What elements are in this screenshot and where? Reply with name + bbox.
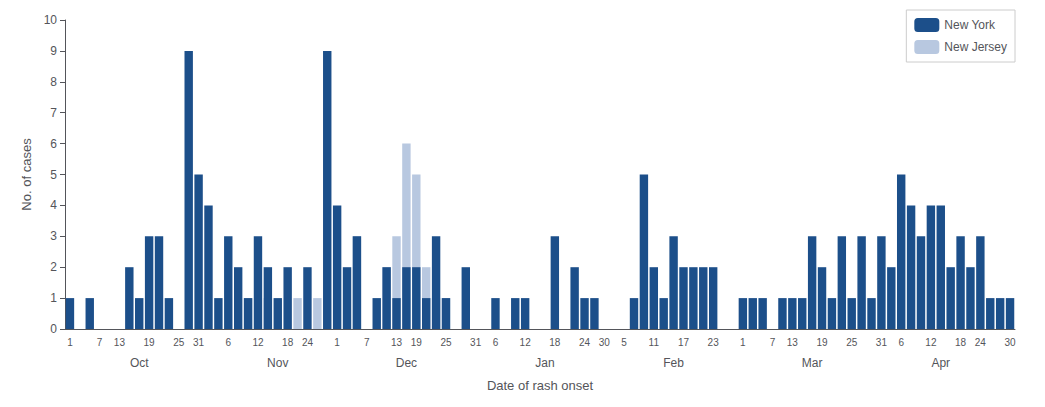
svg-text:7: 7: [50, 106, 57, 120]
svg-text:19: 19: [144, 337, 156, 348]
svg-text:13: 13: [114, 337, 126, 348]
svg-text:10: 10: [44, 13, 58, 27]
svg-text:24: 24: [975, 337, 987, 348]
svg-text:12: 12: [520, 337, 532, 348]
svg-text:1: 1: [67, 337, 73, 348]
svg-text:7: 7: [97, 337, 103, 348]
svg-text:Dec: Dec: [396, 356, 417, 370]
svg-text:30: 30: [1004, 337, 1016, 348]
svg-text:Jan: Jan: [535, 356, 554, 370]
svg-text:24: 24: [302, 337, 314, 348]
svg-text:31: 31: [470, 337, 482, 348]
svg-text:13: 13: [391, 337, 403, 348]
svg-text:19: 19: [411, 337, 423, 348]
svg-text:No. of cases: No. of cases: [19, 138, 34, 211]
svg-text:31: 31: [876, 337, 888, 348]
svg-text:30: 30: [599, 337, 611, 348]
svg-text:Apr: Apr: [931, 356, 950, 370]
svg-text:7: 7: [364, 337, 370, 348]
svg-text:5: 5: [50, 168, 57, 182]
svg-text:31: 31: [193, 337, 205, 348]
svg-text:17: 17: [678, 337, 690, 348]
svg-text:7: 7: [770, 337, 776, 348]
svg-text:6: 6: [493, 337, 499, 348]
svg-text:New Jersey: New Jersey: [944, 40, 1007, 54]
svg-text:23: 23: [708, 337, 720, 348]
svg-text:12: 12: [252, 337, 264, 348]
svg-text:4: 4: [50, 198, 57, 212]
svg-text:6: 6: [898, 337, 904, 348]
svg-text:New York: New York: [944, 18, 996, 32]
svg-text:Oct: Oct: [130, 356, 149, 370]
svg-text:Feb: Feb: [663, 356, 684, 370]
svg-text:3: 3: [50, 229, 57, 243]
svg-text:8: 8: [50, 75, 57, 89]
svg-text:1: 1: [334, 337, 340, 348]
svg-text:1: 1: [50, 291, 57, 305]
svg-text:1: 1: [740, 337, 746, 348]
svg-text:25: 25: [173, 337, 185, 348]
svg-text:11: 11: [649, 337, 660, 348]
svg-text:18: 18: [282, 337, 294, 348]
svg-text:25: 25: [846, 337, 858, 348]
svg-text:24: 24: [579, 337, 591, 348]
svg-text:19: 19: [816, 337, 828, 348]
svg-text:18: 18: [955, 337, 967, 348]
svg-text:18: 18: [549, 337, 561, 348]
svg-text:2: 2: [50, 260, 57, 274]
svg-text:13: 13: [787, 337, 799, 348]
svg-text:6: 6: [226, 337, 232, 348]
svg-text:6: 6: [50, 137, 57, 151]
svg-text:Nov: Nov: [267, 356, 288, 370]
svg-text:9: 9: [50, 44, 57, 58]
svg-text:Mar: Mar: [802, 356, 823, 370]
svg-text:12: 12: [925, 337, 937, 348]
svg-text:Date of rash onset: Date of rash onset: [487, 378, 594, 393]
svg-text:5: 5: [621, 337, 627, 348]
svg-text:0: 0: [50, 322, 57, 336]
svg-text:25: 25: [440, 337, 452, 348]
